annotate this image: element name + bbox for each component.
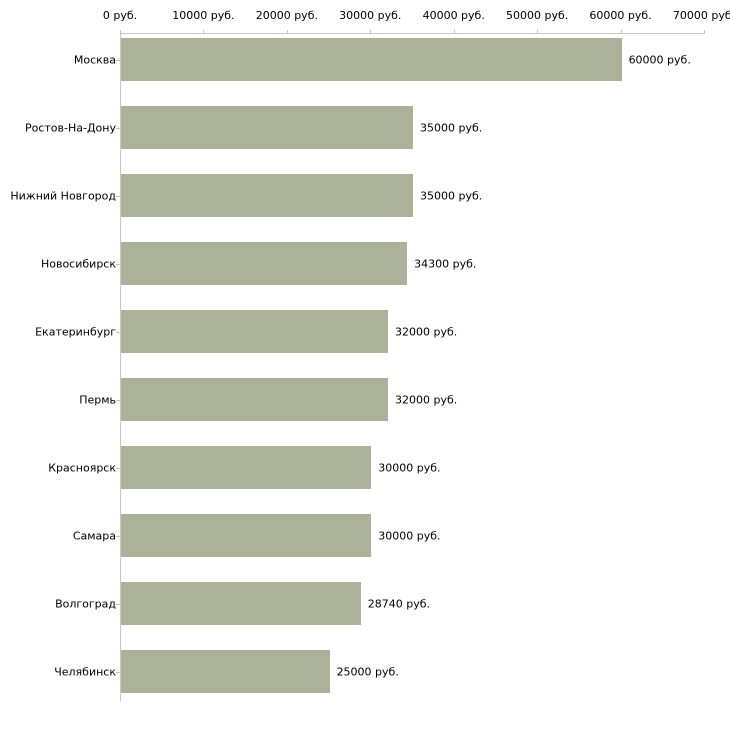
y-axis-tick <box>116 263 120 265</box>
y-axis-tick <box>116 603 120 605</box>
bar <box>121 514 372 557</box>
y-axis-tick <box>116 467 120 469</box>
category-label: Москва <box>73 53 116 66</box>
bar <box>121 106 413 149</box>
category-label: Нижний Новгород <box>10 189 116 202</box>
bar <box>121 446 372 489</box>
bar <box>121 582 361 625</box>
y-axis-tick <box>116 127 120 129</box>
value-label: 35000 руб. <box>420 189 483 202</box>
x-axis-tick-label: 10000 руб. <box>172 9 235 22</box>
value-label: 34300 руб. <box>414 257 477 270</box>
category-label: Ростов-На-Дону <box>24 121 116 134</box>
x-axis-tick <box>453 30 455 34</box>
value-label: 60000 руб. <box>628 53 691 66</box>
category-label: Новосибирск <box>40 257 116 270</box>
x-axis-tick-label: 60000 руб. <box>589 9 652 22</box>
x-axis-tick-label: 70000 руб. <box>672 9 730 22</box>
x-axis-tick-label: 30000 руб. <box>339 9 402 22</box>
y-axis-tick <box>116 59 120 61</box>
value-label: 25000 руб. <box>336 665 399 678</box>
x-axis-tick-label: 40000 руб. <box>422 9 485 22</box>
category-label: Пермь <box>79 393 116 406</box>
value-label: 35000 руб. <box>420 121 483 134</box>
x-axis-tick <box>537 30 539 34</box>
x-axis-tick <box>704 30 705 34</box>
x-axis-line <box>120 33 704 34</box>
y-axis-tick <box>116 331 120 333</box>
value-label: 32000 руб. <box>394 393 458 406</box>
x-axis-tick <box>120 30 121 34</box>
y-axis-tick <box>116 195 120 197</box>
bar <box>121 310 388 353</box>
value-label: 32000 руб. <box>394 325 458 338</box>
value-label: 28740 руб. <box>367 597 431 610</box>
x-axis-tick <box>620 30 622 34</box>
x-axis-tick <box>370 30 372 34</box>
value-label: 30000 руб. <box>378 461 441 474</box>
value-label: 30000 руб. <box>378 529 441 542</box>
bar <box>121 242 408 285</box>
bar <box>121 650 330 693</box>
x-axis-tick <box>286 30 288 34</box>
x-axis-tick-label: 50000 руб. <box>506 9 569 22</box>
category-label: Самара <box>72 529 116 542</box>
bar <box>121 174 413 217</box>
category-label: Красноярск <box>48 461 116 474</box>
category-label: Челябинск <box>54 665 116 678</box>
category-label: Екатеринбург <box>35 325 116 338</box>
bar <box>121 378 388 421</box>
x-axis-tick-label: 0 руб. <box>102 9 138 22</box>
y-axis-tick <box>116 399 120 401</box>
x-axis-tick <box>203 30 205 34</box>
bar <box>121 38 622 81</box>
category-label: Волгоград <box>55 597 116 610</box>
y-axis-tick <box>116 535 120 537</box>
y-axis-line <box>120 33 121 701</box>
x-axis-tick-label: 20000 руб. <box>255 9 318 22</box>
y-axis-tick <box>116 671 120 673</box>
